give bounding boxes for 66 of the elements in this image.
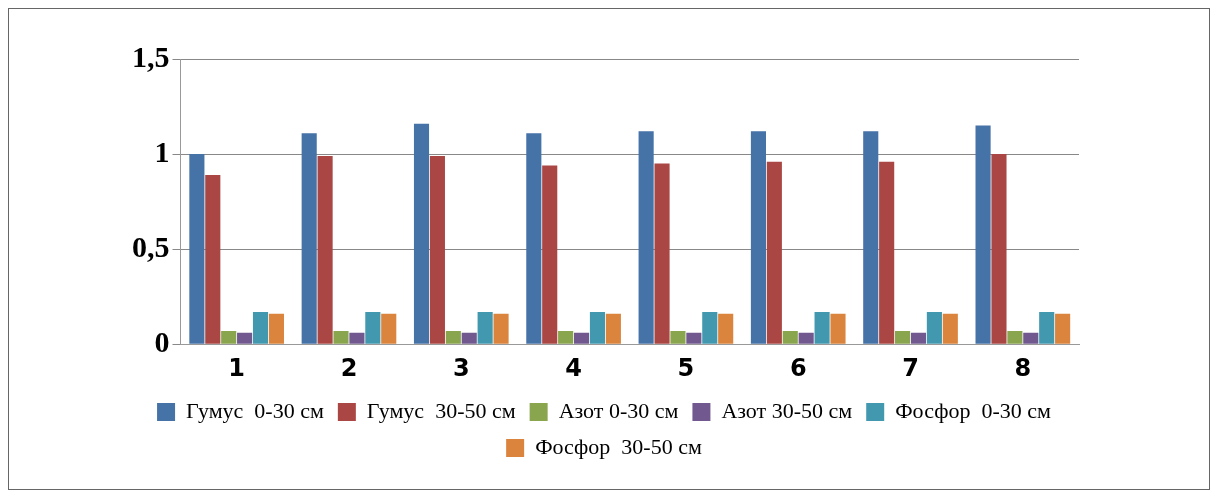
y-tick-label: 1 [154,134,170,168]
x-tick-label: 4 [565,353,582,382]
bar [268,313,284,344]
bar [237,332,253,344]
y-tick-label: 0,5 [132,229,170,263]
bar [542,165,558,344]
bar [429,155,445,344]
bar [830,313,846,344]
x-tick-label: 1 [228,353,246,382]
bar [1007,330,1023,344]
bar [205,174,221,344]
bar [445,330,461,344]
bar [589,311,606,344]
bar [718,313,734,344]
bar [477,311,493,344]
bar [1023,332,1039,344]
bar [493,313,509,344]
bar [558,330,574,344]
legend-label: Фосфор 0-30 см [895,397,1052,423]
bar [654,163,670,344]
bar [863,131,879,344]
bar [638,131,654,344]
x-tick-label: 2 [340,353,358,382]
bar [189,154,205,344]
bar [413,123,430,344]
bar [1055,313,1071,344]
bar [991,154,1007,344]
x-tick-label: 7 [902,353,919,382]
bar [975,125,991,344]
bar [895,330,911,344]
y-tick-label: 1,5 [132,39,170,73]
bar [461,332,477,344]
legend-label: Гумус 0-30 см [186,397,324,423]
bar [879,161,895,344]
bar [221,330,237,344]
legend-label: Гумус 30-50 см [366,397,516,423]
bar [365,311,381,344]
bar [798,332,814,344]
bar [942,313,958,344]
bar [381,313,397,344]
bar [766,161,782,344]
bar [573,332,590,344]
x-tick-label: 3 [452,353,470,382]
legend-label: Азот 30-50 см [721,397,853,423]
x-tick-label: 6 [789,353,807,382]
bar [926,311,942,344]
bar [670,330,686,344]
bar [910,332,927,344]
legend-label: Азот 0-30 см [558,397,679,423]
x-tick-label: 5 [677,353,695,382]
bar [750,131,766,344]
bar [605,313,621,344]
bar [317,155,333,344]
bar [526,133,542,344]
bar [686,332,702,344]
bar [814,311,830,344]
bar [333,330,349,344]
y-tick-label: 0 [154,324,170,358]
bar [301,133,317,344]
legend-label: Фосфор 30-50 см [535,433,702,459]
bar [702,311,718,344]
bar [782,330,798,344]
bar [252,311,269,344]
x-tick-label: 8 [1014,353,1032,382]
bar [349,332,365,344]
bar [1039,311,1055,344]
